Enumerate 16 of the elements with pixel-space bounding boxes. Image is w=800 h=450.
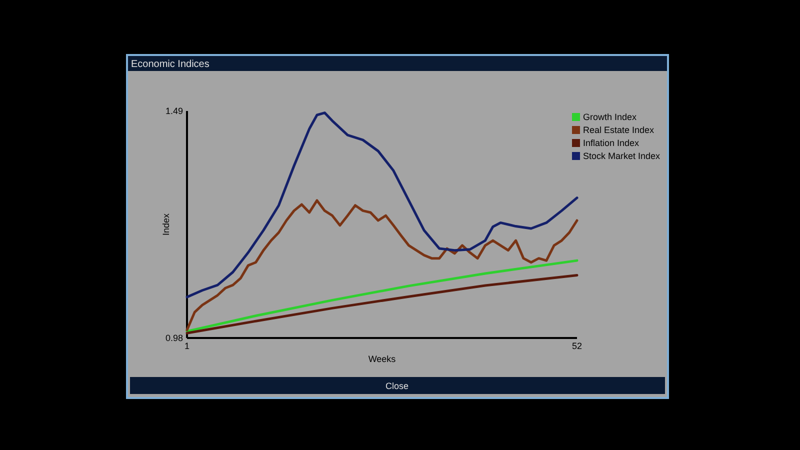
legend-label: Growth Index: [583, 112, 638, 122]
line-series: [186, 259, 578, 333]
legend-label: Real Estate Index: [583, 125, 655, 135]
line-series: [186, 274, 578, 334]
line-series: [186, 112, 578, 298]
text: Close: [385, 381, 409, 391]
legend-label: Stock Market Index: [583, 151, 661, 161]
chart-title: Economic Indices: [131, 59, 210, 70]
legend-label: Inflation Index: [583, 138, 640, 148]
y-tick-label: 1.49: [165, 106, 183, 116]
x-tick-label: 1: [184, 341, 190, 351]
y-axis-title: Index: [161, 213, 171, 236]
x-tick-label: 52: [572, 341, 582, 351]
line-series: [186, 199, 578, 332]
y-tick-label: 0.98: [165, 333, 183, 344]
x-axis-title: Weeks: [368, 354, 396, 364]
